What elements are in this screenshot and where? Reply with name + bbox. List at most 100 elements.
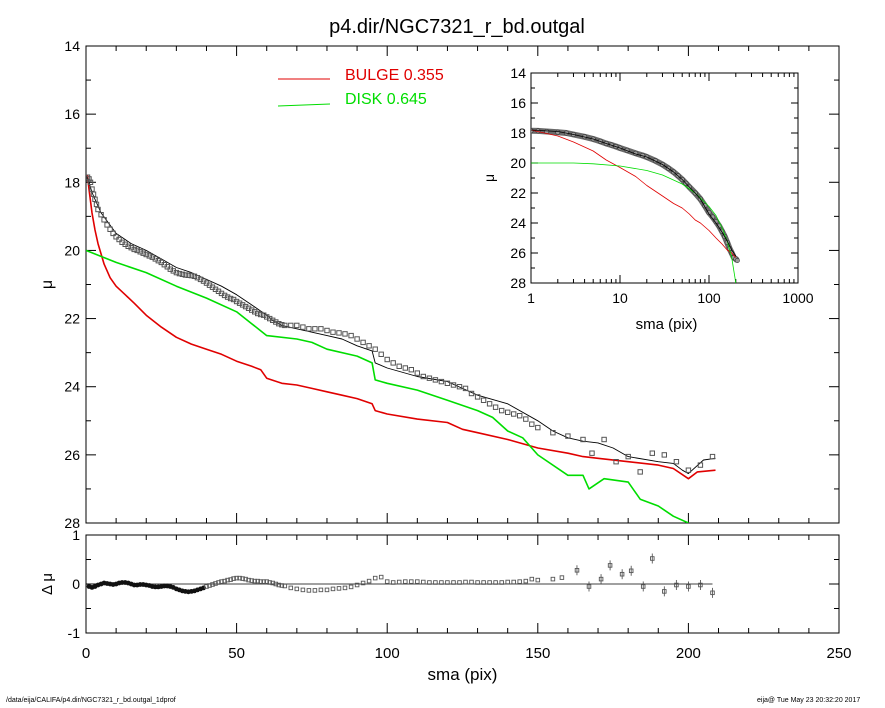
data-point <box>535 424 541 431</box>
residual-point <box>324 587 330 593</box>
data-point <box>499 407 505 414</box>
residual-point <box>607 563 613 568</box>
residual-point <box>306 588 312 593</box>
residual-point <box>445 580 450 585</box>
residual-point <box>439 580 444 585</box>
data-point <box>116 236 122 243</box>
residual-point <box>598 576 604 582</box>
legend-line <box>277 103 331 107</box>
residual-point <box>366 578 372 584</box>
inset-y-tick-label: 24 <box>510 215 526 231</box>
data-point <box>134 247 140 254</box>
data-point <box>255 310 261 317</box>
residual-point <box>288 585 294 591</box>
residual-point <box>662 589 667 594</box>
data-point <box>324 327 330 334</box>
residual-point <box>219 579 224 584</box>
data-point <box>486 401 493 407</box>
data-point <box>224 294 231 300</box>
data-point <box>480 397 487 404</box>
data-point <box>330 329 336 335</box>
main-y-axis-label: μ <box>39 280 56 289</box>
data-point <box>95 206 101 213</box>
y-tick-label: 16 <box>64 106 80 122</box>
inset-bulge-line <box>531 129 737 258</box>
residual-point <box>378 574 384 580</box>
residual-y-tick-label: -1 <box>68 625 81 641</box>
residual-point <box>204 584 209 589</box>
residual-point <box>550 576 556 582</box>
data-point <box>179 271 186 278</box>
data-point <box>336 330 342 336</box>
data-point <box>252 309 258 315</box>
residual-point <box>270 580 275 586</box>
inset-y-tick-label: 28 <box>510 275 526 291</box>
data-point <box>649 450 655 456</box>
data-point <box>143 251 149 258</box>
data-point <box>360 339 366 346</box>
data-point <box>529 421 535 427</box>
data-point <box>86 174 91 180</box>
residual-point <box>246 577 251 583</box>
residual-point <box>481 580 486 585</box>
y-tick-label: 28 <box>64 515 80 531</box>
data-point <box>185 272 192 279</box>
residual-point <box>511 579 516 585</box>
data-point <box>372 346 378 352</box>
data-point <box>173 269 180 276</box>
residual-point <box>264 579 269 584</box>
data-point <box>146 253 153 259</box>
data-point <box>580 436 586 443</box>
residual-point <box>415 579 420 584</box>
inset-y-tick-label: 20 <box>510 155 526 171</box>
inset-x-axis-label: sma (pix) <box>636 316 698 333</box>
x-axis-label: sma (pix) <box>428 665 498 684</box>
residual-point <box>403 579 408 584</box>
y-tick-label: 26 <box>64 447 80 463</box>
residual-point <box>216 580 221 585</box>
data-point <box>197 276 204 283</box>
residual-point <box>487 580 492 585</box>
data-point <box>402 365 409 371</box>
x-tick-label: 150 <box>525 645 550 662</box>
residual-point <box>336 586 342 591</box>
data-point <box>239 302 246 308</box>
inset-y-tick-label: 16 <box>510 95 526 111</box>
residual-point <box>342 585 348 591</box>
data-point <box>637 469 643 475</box>
data-point <box>697 462 704 468</box>
data-point <box>444 380 451 387</box>
data-point <box>282 322 288 329</box>
data-point <box>661 452 667 458</box>
data-point <box>131 246 137 253</box>
data-point <box>110 230 116 237</box>
residual-point <box>354 582 360 588</box>
inset-x-tick-label: 100 <box>697 290 721 306</box>
residual-point <box>523 578 529 584</box>
data-point <box>288 322 294 329</box>
inset-data-point <box>734 257 740 263</box>
data-point <box>384 356 390 363</box>
residual-point <box>457 580 462 585</box>
residual-point <box>390 580 396 585</box>
data-point <box>264 314 270 320</box>
residual-point <box>710 590 715 596</box>
residual-point <box>348 584 354 590</box>
data-point <box>98 212 104 218</box>
residual-point <box>231 576 236 581</box>
data-point <box>294 322 300 329</box>
residual-point <box>330 586 336 592</box>
data-point <box>279 322 285 328</box>
data-point <box>511 411 517 417</box>
x-tick-label: 100 <box>375 645 400 662</box>
residual-point <box>529 576 535 582</box>
data-point <box>420 373 427 380</box>
data-point <box>462 385 469 392</box>
y-tick-label: 14 <box>64 38 80 54</box>
residual-point <box>451 580 456 585</box>
data-point <box>414 370 421 376</box>
data-point <box>432 377 439 383</box>
inset-y-tick-label: 14 <box>510 65 526 81</box>
residual-point <box>282 583 288 589</box>
